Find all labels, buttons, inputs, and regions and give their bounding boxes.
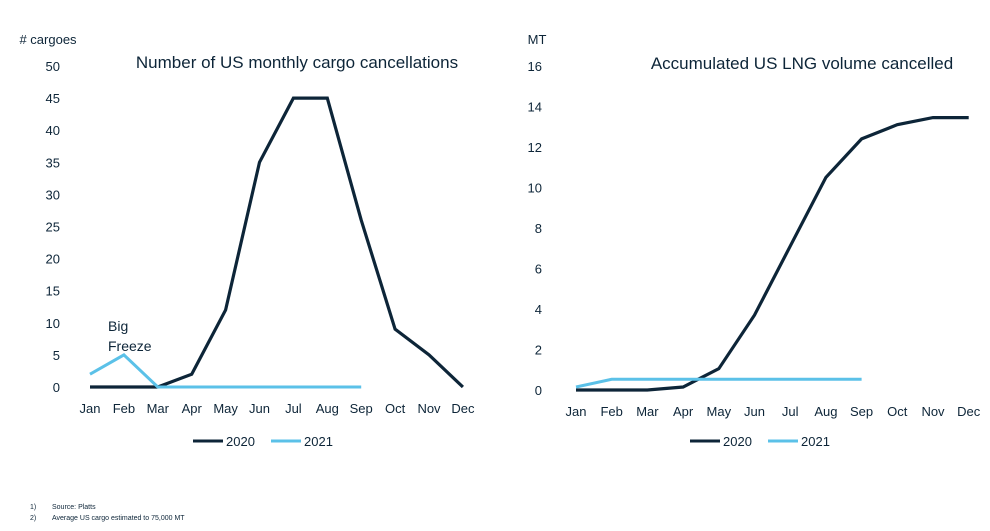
y-tick-label: 10 xyxy=(528,181,542,196)
legend-label: 2020 xyxy=(226,434,255,449)
footnote-2: 2) Average US cargo estimated to 75,000 … xyxy=(30,513,185,524)
annotation-text: Freeze xyxy=(108,338,152,354)
y-tick-label: 30 xyxy=(46,187,60,202)
x-tick-label: Oct xyxy=(385,401,406,416)
y-tick-label: 0 xyxy=(535,383,542,398)
annotation-big-freeze: Big Freeze xyxy=(108,318,152,354)
y-tick-label: 10 xyxy=(46,316,60,331)
x-tick-label: Jul xyxy=(782,404,799,419)
x-tick-label: Aug xyxy=(814,404,837,419)
x-tick-label: Feb xyxy=(113,401,135,416)
footnote-number: 2) xyxy=(30,515,37,522)
x-tick-label: May xyxy=(707,404,732,419)
y-tick-label: 50 xyxy=(46,59,60,74)
legend: 2020 2021 xyxy=(690,434,830,449)
x-tick-label: Sep xyxy=(350,401,373,416)
x-tick-label: Jan xyxy=(566,404,587,419)
x-tick-label: Jun xyxy=(744,404,765,419)
y-axis-label: # cargoes xyxy=(19,32,77,47)
y-tick-label: 14 xyxy=(528,100,542,115)
x-tick-label: Jan xyxy=(80,401,101,416)
series-line-2021 xyxy=(89,353,362,389)
y-axis-label: MT xyxy=(528,32,547,47)
legend-label: 2021 xyxy=(304,434,333,449)
x-tick-label: Dec xyxy=(451,401,475,416)
x-tick-label: Dec xyxy=(957,404,981,419)
x-tick-label: Mar xyxy=(147,401,170,416)
x-tick-label: Nov xyxy=(921,404,945,419)
y-tick-label: 2 xyxy=(535,343,542,358)
x-tick-label: Nov xyxy=(417,401,441,416)
footnote-text: Average US cargo estimated to 75,000 MT xyxy=(52,515,185,522)
legend-label: 2020 xyxy=(723,434,752,449)
y-tick-label: 5 xyxy=(53,348,60,363)
y-tick-label: 45 xyxy=(46,91,60,106)
y-tick-label: 4 xyxy=(535,302,542,317)
chart-title: Number of US monthly cargo cancellations xyxy=(136,53,458,72)
y-tick-label: 40 xyxy=(46,123,60,138)
y-tick-label: 35 xyxy=(46,155,60,170)
x-tick-label: Apr xyxy=(182,401,203,416)
chart-title: Accumulated US LNG volume cancelled xyxy=(651,54,953,73)
y-tick-label: 16 xyxy=(528,59,542,74)
y-tick-label: 25 xyxy=(46,220,60,235)
x-tick-label: Sep xyxy=(850,404,873,419)
footnote-1: 1) Source: Platts xyxy=(30,502,185,513)
series-line-2021 xyxy=(575,377,862,389)
x-tick-label: Feb xyxy=(600,404,622,419)
x-tick-label: Jul xyxy=(285,401,302,416)
y-tick-label: 8 xyxy=(535,221,542,236)
x-tick-label: Mar xyxy=(636,404,659,419)
footnote-number: 1) xyxy=(30,504,37,511)
annotation-text: Big xyxy=(108,318,128,334)
x-tick-label: Aug xyxy=(316,401,339,416)
y-tick-label: 12 xyxy=(528,140,542,155)
y-tick-label: 20 xyxy=(46,252,60,267)
x-tick-label: Apr xyxy=(673,404,694,419)
chart-accumulated-volume: Accumulated US LNG volume cancelled MT 0 2 4… xyxy=(528,32,981,449)
chart-cargo-cancellations: Number of US monthly cargo cancellations… xyxy=(19,32,475,449)
legend: 2020 2021 xyxy=(193,434,333,449)
y-tick-label: 15 xyxy=(46,284,60,299)
x-tick-label: Jun xyxy=(249,401,270,416)
y-tick-label: 0 xyxy=(53,380,60,395)
x-tick-label: Oct xyxy=(887,404,908,419)
legend-label: 2021 xyxy=(801,434,830,449)
series-line-2020 xyxy=(576,115,969,392)
x-tick-label: May xyxy=(213,401,238,416)
y-tick-label: 6 xyxy=(535,262,542,277)
footnotes: 1) Source: Platts 2) Average US cargo es… xyxy=(30,502,185,524)
footnote-text: Source: Platts xyxy=(52,504,96,511)
series-line-2020 xyxy=(90,96,465,389)
